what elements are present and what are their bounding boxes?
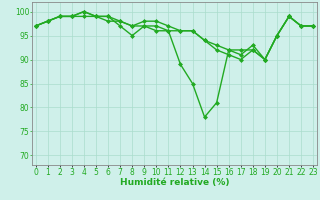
X-axis label: Humidité relative (%): Humidité relative (%) [120, 178, 229, 187]
